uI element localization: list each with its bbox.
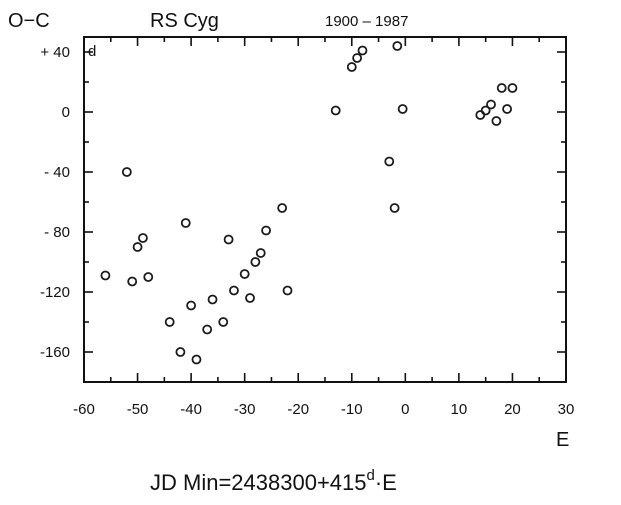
- data-point: [223, 234, 234, 245]
- data-point: [486, 99, 496, 110]
- y-tick-label: -160: [40, 344, 70, 361]
- x-tick-label: 30: [558, 401, 575, 418]
- plot-frame: [83, 36, 567, 383]
- x-tick-label: -10: [341, 401, 363, 418]
- data-point: [277, 203, 288, 213]
- data-point: [127, 276, 138, 287]
- data-point: [255, 248, 266, 258]
- x-tick-labels: -60 -50 -40 -30 -20 -10 0 10 20 30: [73, 401, 574, 418]
- data-point: [132, 242, 143, 252]
- data-point: [392, 41, 403, 51]
- y-tick-label: - 40: [44, 164, 70, 181]
- x-tick-label: -50: [127, 401, 149, 418]
- data-point: [496, 83, 507, 93]
- x-tick-label: -60: [73, 401, 95, 418]
- chart-title: RS Cyg: [150, 10, 219, 32]
- data-point: [389, 203, 400, 213]
- data-point: [282, 285, 293, 296]
- data-point: [218, 317, 229, 327]
- x-tick-label: -40: [180, 401, 202, 418]
- formula-unit: d: [367, 467, 375, 484]
- data-point: [202, 324, 213, 335]
- data-point: [175, 347, 186, 357]
- data-point: [491, 116, 502, 126]
- data-point: [261, 225, 271, 236]
- data-point: [346, 62, 357, 72]
- data-point: [186, 300, 197, 311]
- data-point: [397, 104, 408, 114]
- formula-main: JD Min=2438300+415: [150, 470, 367, 495]
- y-tick-labels: + 40 0 - 40 - 80 -120 -160: [40, 44, 70, 361]
- data-point: [330, 105, 341, 116]
- formula: JD Min=2438300+415d·E: [150, 467, 397, 495]
- data-point: [100, 270, 111, 281]
- x-tick-label: 0: [401, 401, 409, 418]
- x-tick-label: 20: [504, 401, 521, 418]
- data-point: [191, 354, 202, 365]
- y-tick-label: - 80: [44, 224, 70, 241]
- data-point: [138, 233, 148, 243]
- formula-tail: ·E: [375, 470, 397, 495]
- data-point: [164, 317, 175, 327]
- data-point: [384, 156, 395, 167]
- data-point: [250, 257, 261, 267]
- data-point: [229, 285, 239, 296]
- axis-ticks: [83, 37, 567, 382]
- data-point: [207, 294, 218, 305]
- data-point: [121, 167, 132, 177]
- data-point: [507, 83, 518, 93]
- data-point: [352, 53, 363, 63]
- y-tick-label: + 40: [40, 44, 70, 61]
- data-point: [502, 104, 512, 114]
- x-axis-label: E: [556, 429, 569, 451]
- corner-ylabel: O−C: [8, 10, 50, 32]
- data-points: [100, 41, 518, 365]
- data-point: [239, 269, 250, 279]
- data-point: [475, 110, 486, 120]
- x-tick-label: -20: [287, 401, 309, 418]
- data-point: [180, 218, 191, 228]
- chart-subtitle: 1900 – 1987: [325, 13, 408, 30]
- data-point: [357, 45, 368, 56]
- x-tick-label: -30: [234, 401, 256, 418]
- x-tick-label: 10: [451, 401, 468, 418]
- y-tick-label: 0: [62, 104, 70, 121]
- data-point: [245, 293, 255, 303]
- data-point: [143, 272, 154, 282]
- data-point: [480, 105, 491, 116]
- y-tick-label: -120: [40, 284, 70, 301]
